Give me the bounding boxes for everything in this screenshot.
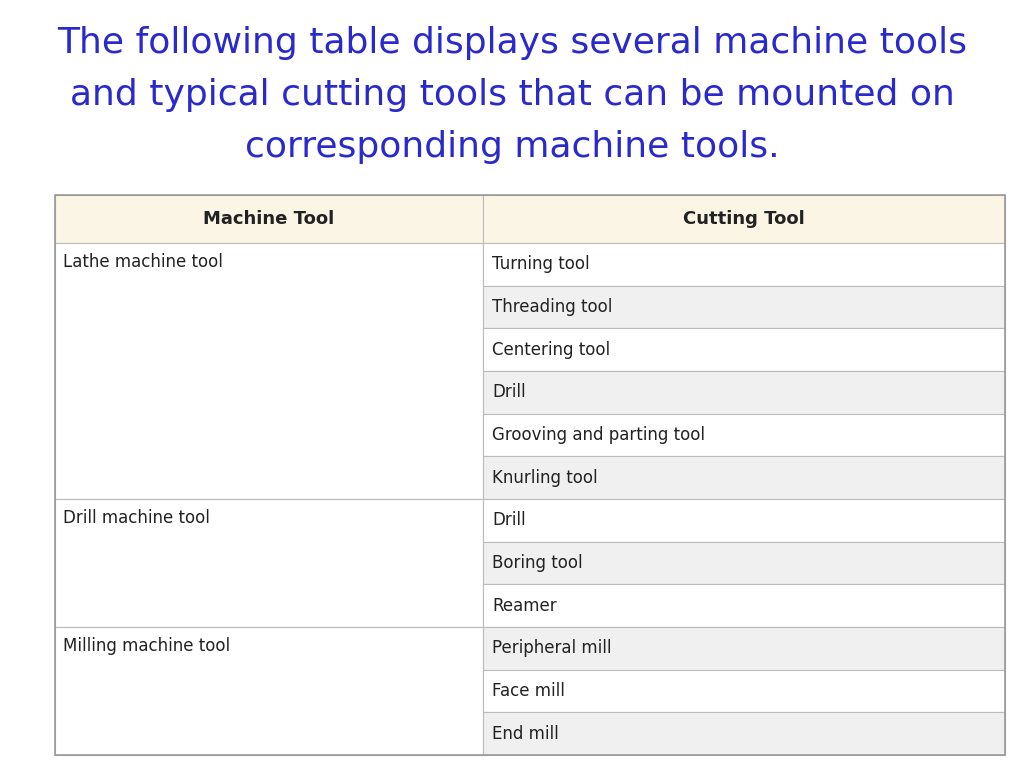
Text: Grooving and parting tool: Grooving and parting tool [493,426,706,444]
Bar [55,195,482,243]
Text: corresponding machine tools.: corresponding machine tools. [245,130,779,164]
Text: The following table displays several machine tools: The following table displays several mac… [57,26,967,60]
Bar [55,195,1005,755]
Bar [482,584,1005,627]
Bar [482,286,1005,329]
Bar [482,195,1005,243]
Bar [482,243,1005,286]
Text: Peripheral mill: Peripheral mill [493,639,612,657]
Bar [55,499,482,627]
Text: Cutting Tool: Cutting Tool [683,210,805,228]
Text: Centering tool: Centering tool [493,341,610,359]
Bar [482,670,1005,713]
Bar [55,243,482,499]
Text: Drill machine tool: Drill machine tool [63,509,210,527]
Bar [55,627,482,755]
Bar [482,329,1005,371]
Bar [482,627,1005,670]
Bar [482,371,1005,414]
Text: Boring tool: Boring tool [493,554,583,572]
Text: Knurling tool: Knurling tool [493,468,598,487]
Text: Lathe machine tool: Lathe machine tool [63,253,223,271]
Text: Reamer: Reamer [493,597,557,614]
Bar [482,541,1005,584]
Text: Machine Tool: Machine Tool [203,210,335,228]
Text: Drill: Drill [493,383,526,402]
Bar [482,456,1005,499]
Text: and typical cutting tools that can be mounted on: and typical cutting tools that can be mo… [70,78,954,112]
Text: Threading tool: Threading tool [493,298,613,316]
Text: Turning tool: Turning tool [493,255,590,273]
Text: Drill: Drill [493,511,526,529]
Bar [482,499,1005,541]
Bar [482,713,1005,755]
Text: Face mill: Face mill [493,682,565,700]
Bar [482,414,1005,456]
Text: End mill: End mill [493,725,559,743]
Text: Milling machine tool: Milling machine tool [63,637,230,655]
